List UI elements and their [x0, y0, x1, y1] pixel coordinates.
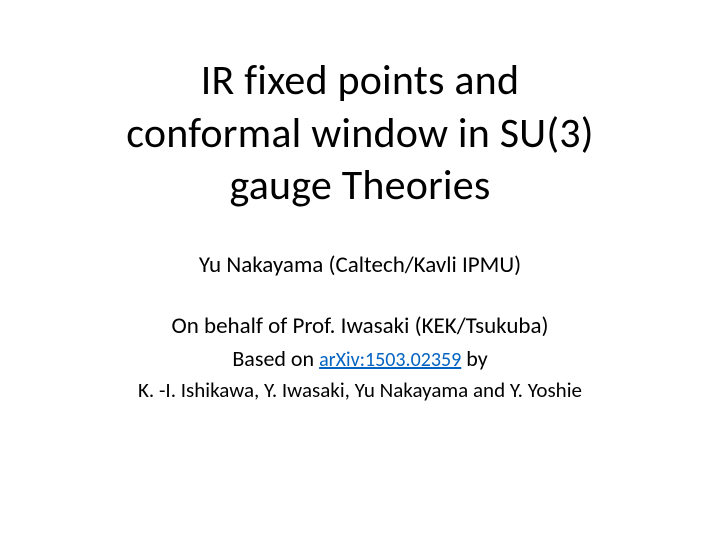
- presenter-name: Yu Nakayama (Caltech/Kavli IPMU): [199, 251, 521, 279]
- slide-title: IR fixed points and conformal window in …: [126, 55, 593, 213]
- based-prefix: Based on: [232, 345, 319, 372]
- arxiv-link[interactable]: arXiv:1503.02359: [319, 348, 461, 372]
- title-line-3: gauge Theories: [230, 160, 491, 211]
- title-line-2: conformal window in SU(3): [126, 108, 593, 159]
- title-line-1: IR fixed points and: [201, 55, 519, 106]
- on-behalf-line: On behalf of Prof. Iwasaki (KEK/Tsukuba): [172, 311, 549, 342]
- based-suffix: by: [461, 345, 487, 372]
- authors-line: K. -I. Ishikawa, Y. Iwasaki, Yu Nakayama…: [138, 376, 582, 404]
- based-on-line: Based on arXiv:1503.02359 by: [232, 344, 487, 374]
